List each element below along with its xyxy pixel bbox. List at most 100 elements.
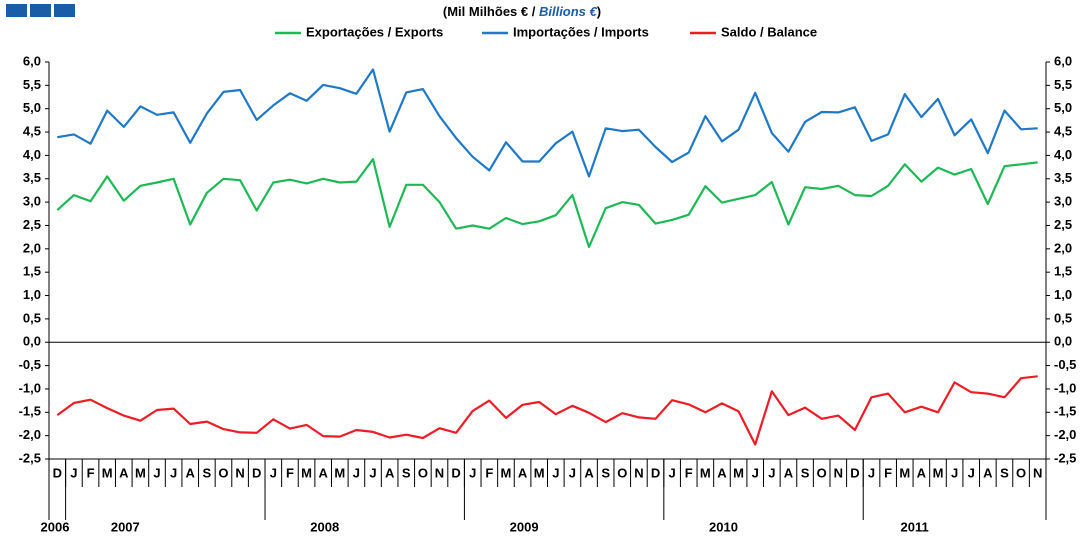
y-tick-label: 6,0 <box>23 53 41 68</box>
y-tick-label: -2,5 <box>19 450 41 465</box>
year-label: 2006 <box>41 519 70 534</box>
year-label: 2009 <box>510 519 539 534</box>
y-tick-label: 3,0 <box>23 194 41 209</box>
series-line <box>57 68 1038 178</box>
x-tick-label: D <box>451 465 460 480</box>
x-tick-label: S <box>203 465 212 480</box>
x-tick-label: S <box>601 465 610 480</box>
series-line <box>56 158 1038 249</box>
x-tick-label: M <box>899 465 910 480</box>
year-label: 2008 <box>310 519 339 534</box>
y2-tick-label: 1,5 <box>1054 264 1072 279</box>
x-tick-label: S <box>402 465 411 480</box>
y2-tick-label: 2,5 <box>1054 217 1072 232</box>
x-tick-label: F <box>485 465 493 480</box>
y-tick-label: 1,0 <box>23 287 41 302</box>
x-tick-label: J <box>569 465 576 480</box>
x-tick-label: N <box>834 465 843 480</box>
y-tick-label: 4,5 <box>23 123 41 138</box>
x-tick-label: S <box>1000 465 1009 480</box>
y2-tick-label: 0,5 <box>1054 310 1072 325</box>
x-tick-label: A <box>518 465 528 480</box>
x-tick-label: M <box>700 465 711 480</box>
x-tick-label: D <box>53 465 62 480</box>
y-tick-label: 2,0 <box>23 240 41 255</box>
x-tick-label: J <box>968 465 975 480</box>
x-tick-label: A <box>584 465 594 480</box>
y2-tick-label: -0,5 <box>1054 357 1076 372</box>
y2-tick-label: -2,5 <box>1054 450 1076 465</box>
legend-label: Exportações / Exports <box>306 24 443 39</box>
x-tick-label: N <box>634 465 643 480</box>
subtitle-part: (Mil Milhões € / <box>443 4 539 19</box>
y-tick-label: 2,5 <box>23 217 41 232</box>
x-tick-label: J <box>752 465 759 480</box>
x-tick-label: A <box>717 465 727 480</box>
y2-tick-label: 1,0 <box>1054 287 1072 302</box>
x-tick-label: S <box>801 465 810 480</box>
x-tick-label: J <box>270 465 277 480</box>
y-tick-label: 1,5 <box>23 264 41 279</box>
x-tick-label: A <box>186 465 196 480</box>
x-tick-label: M <box>933 465 944 480</box>
year-label: 2007 <box>111 519 140 534</box>
series-line <box>56 375 1038 446</box>
y2-tick-label: -1,5 <box>1054 404 1076 419</box>
subtitle: (Mil Milhões € / Billions €) <box>443 4 601 19</box>
x-tick-label: J <box>353 465 360 480</box>
x-tick-label: J <box>951 465 958 480</box>
y2-tick-label: 4,5 <box>1054 123 1072 138</box>
x-tick-label: O <box>218 465 228 480</box>
y-tick-label: -1,5 <box>19 404 41 419</box>
y2-tick-label: 3,0 <box>1054 194 1072 209</box>
y2-tick-label: 2,0 <box>1054 240 1072 255</box>
y2-tick-label: 3,5 <box>1054 170 1072 185</box>
legend-label: Importações / Imports <box>513 24 649 39</box>
x-tick-label: O <box>817 465 827 480</box>
x-tick-label: A <box>318 465 328 480</box>
x-tick-label: N <box>235 465 244 480</box>
y-tick-label: 3,5 <box>23 170 41 185</box>
y2-tick-label: 6,0 <box>1054 53 1072 68</box>
x-tick-label: A <box>983 465 993 480</box>
y-tick-label: 5,0 <box>23 100 41 115</box>
y2-tick-label: 4,0 <box>1054 147 1072 162</box>
x-tick-label: J <box>469 465 476 480</box>
x-tick-label: N <box>1033 465 1042 480</box>
x-tick-label: M <box>334 465 345 480</box>
y2-tick-label: 5,5 <box>1054 77 1072 92</box>
y2-tick-label: 5,0 <box>1054 100 1072 115</box>
x-tick-label: M <box>301 465 312 480</box>
y-tick-label: 0,5 <box>23 310 41 325</box>
y-tick-label: 5,5 <box>23 77 41 92</box>
x-tick-label: J <box>153 465 160 480</box>
x-tick-label: O <box>418 465 428 480</box>
x-tick-label: J <box>768 465 775 480</box>
x-tick-label: J <box>552 465 559 480</box>
logo-block <box>30 4 51 17</box>
x-tick-label: A <box>917 465 927 480</box>
subtitle-part: Billions € <box>539 4 598 19</box>
x-tick-label: A <box>385 465 395 480</box>
year-label: 2011 <box>901 519 929 534</box>
x-tick-label: A <box>119 465 129 480</box>
x-tick-label: F <box>685 465 693 480</box>
x-tick-label: J <box>369 465 376 480</box>
y2-tick-label: -2,0 <box>1054 427 1076 442</box>
logo-block <box>54 4 75 17</box>
x-tick-label: D <box>850 465 859 480</box>
x-tick-label: M <box>102 465 113 480</box>
x-tick-label: M <box>135 465 146 480</box>
x-tick-label: D <box>651 465 660 480</box>
x-tick-label: J <box>669 465 676 480</box>
y-tick-label: -0,5 <box>19 357 41 372</box>
x-tick-label: M <box>501 465 512 480</box>
x-tick-label: F <box>884 465 892 480</box>
x-tick-label: J <box>170 465 177 480</box>
year-label: 2010 <box>709 519 738 534</box>
x-tick-label: O <box>1016 465 1026 480</box>
y-tick-label: 0,0 <box>23 334 41 349</box>
x-tick-label: D <box>252 465 261 480</box>
x-tick-label: O <box>617 465 627 480</box>
